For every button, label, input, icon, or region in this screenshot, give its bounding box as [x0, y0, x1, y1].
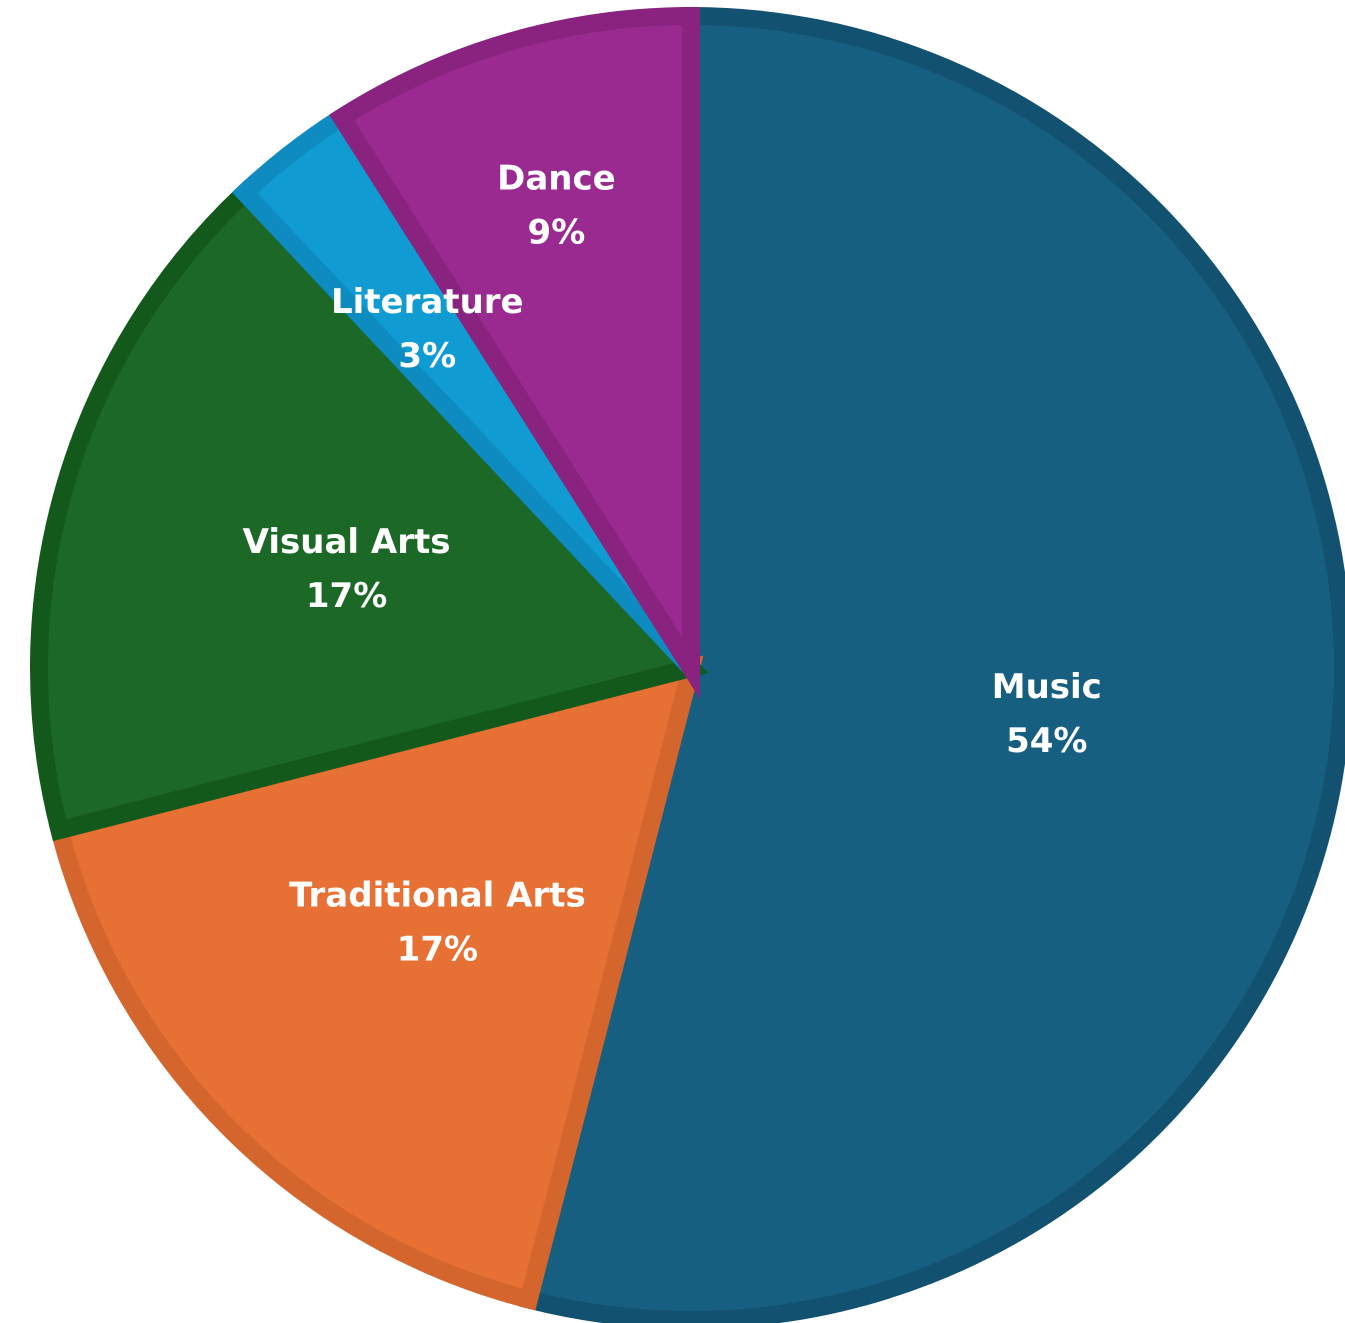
slice-value-visual-arts: 17%: [306, 576, 387, 616]
slice-value-music: 54%: [1006, 721, 1087, 761]
slice-value-traditional-arts: 17%: [397, 930, 478, 970]
slice-label-traditional-arts: Traditional Arts: [289, 876, 586, 916]
pie-slice-visual-arts: [30, 179, 708, 842]
slice-label-visual-arts: Visual Arts: [243, 522, 451, 562]
pie-slice-traditional-arts: [48, 655, 704, 1311]
slice-value-literature: 3%: [398, 336, 456, 376]
pie-labels: Music 54% Traditional Arts 17% Visual Arts 17…: [243, 159, 1102, 970]
slice-label-music: Music: [992, 667, 1102, 707]
slice-value-dance: 9%: [528, 213, 586, 253]
pie-slice-dance: [329, 6, 700, 699]
slice-label-dance: Dance: [497, 159, 616, 199]
pie-slices: [30, 6, 1345, 1323]
slice-label-literature: Literature: [331, 282, 524, 322]
pie-slice-music: [517, 6, 1345, 1323]
